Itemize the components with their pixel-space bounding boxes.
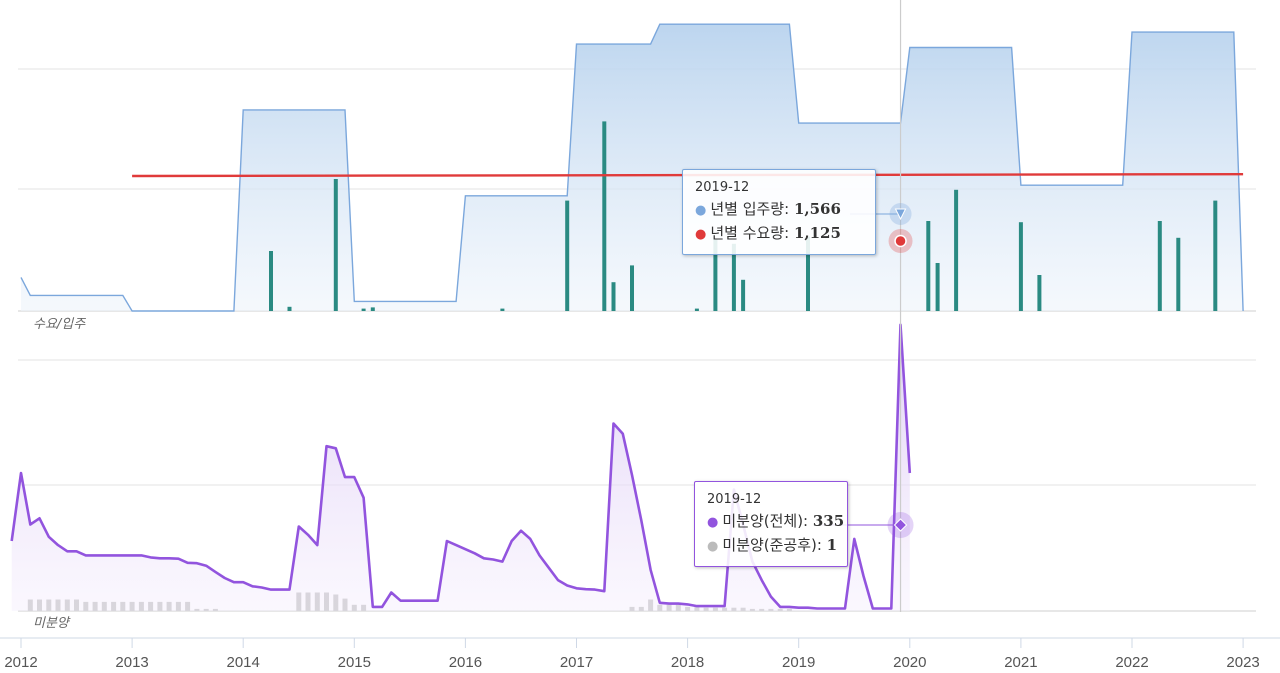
tooltip-value: 1 — [826, 536, 838, 554]
bar-monthly-supply — [731, 243, 736, 311]
bar-monthly-supply — [1176, 237, 1181, 311]
tooltip-date: 2019-12 — [695, 180, 750, 195]
x-axis-tick-label: 2021 — [1004, 654, 1037, 671]
x-axis-tick-label: 2014 — [227, 654, 260, 671]
tooltip-row-unsold-completed: ● 미분양(준공후): 1 — [707, 534, 838, 558]
area-annual-supply-line — [20, 23, 1244, 312]
bar-monthly-supply — [565, 200, 570, 311]
bar-monthly-supply — [287, 306, 292, 311]
tooltip-row-supply: ● 년별 입주량: 1,566 — [695, 198, 863, 222]
tooltip-unsold: 2019-12 ● 미분양(전체): 335 ● 미분양(준공후): 1 — [694, 481, 848, 567]
x-axis-tick-label: 2022 — [1115, 654, 1148, 671]
bar-monthly-supply — [1213, 200, 1218, 311]
bar-monthly-supply — [1018, 222, 1023, 311]
x-axis-tick-label: 2020 — [893, 654, 926, 671]
bar-monthly-supply — [630, 265, 634, 311]
series-dot-icon: ● — [695, 203, 707, 218]
tooltip-label: 미분양(전체): — [722, 512, 813, 530]
bar-monthly-supply — [694, 308, 699, 311]
bar-monthly-supply — [1037, 275, 1042, 311]
bar-monthly-supply — [370, 307, 375, 311]
area-unsold-total-line — [10, 323, 912, 610]
bar-monthly-supply — [611, 282, 616, 311]
bar-monthly-supply — [806, 236, 810, 311]
triangle-marker-icon — [894, 208, 907, 221]
bar-monthly-supply — [713, 239, 718, 311]
x-axis-tick-label: 2015 — [338, 654, 371, 671]
series-dot-icon: ● — [707, 515, 719, 530]
panel-label-supply: 수요/입주 — [33, 317, 86, 332]
tooltip-row-demand: ● 년별 수요량: 1,125 — [695, 222, 863, 246]
bar-monthly-supply — [602, 121, 607, 312]
bar-monthly-supply — [333, 179, 338, 311]
area-unsold-total-fill — [11, 324, 910, 611]
tooltip-label: 년별 수요량: — [710, 224, 794, 242]
panel-label-unsold: 미분양 — [33, 616, 71, 631]
x-axis-tick-label: 2023 — [1226, 654, 1259, 671]
x-axis-tick-label: 2013 — [115, 654, 148, 671]
tooltip-value: 335 — [812, 512, 845, 530]
area-annual-supply-fill — [21, 24, 1244, 311]
tooltip-label: 년별 입주량: — [710, 200, 794, 218]
tooltip-date: 2019-12 — [707, 492, 762, 507]
bar-monthly-supply — [269, 251, 273, 311]
tooltip-value: 1,125 — [793, 224, 841, 242]
series-dot-icon: ● — [707, 539, 719, 554]
bar-monthly-supply — [954, 189, 959, 311]
circle-marker-icon — [894, 234, 907, 248]
diamond-marker-icon — [893, 518, 908, 532]
x-axis-tick-label: 2018 — [671, 654, 704, 671]
series-dot-icon: ● — [695, 227, 707, 242]
x-axis-tick-label: 2019 — [782, 654, 815, 671]
bar-monthly-supply — [500, 308, 505, 311]
bar-monthly-supply — [1157, 221, 1162, 311]
x-axis-tick-label: 2012 — [4, 654, 37, 671]
bar-monthly-supply — [361, 308, 366, 311]
x-axis-tick-label: 2016 — [449, 654, 482, 671]
tooltip-label: 미분양(준공후): — [722, 536, 827, 554]
bar-monthly-supply — [926, 221, 931, 311]
tooltip-supply-demand: 2019-12 ● 년별 입주량: 1,566 ● 년별 수요량: 1,125 — [682, 169, 876, 255]
bar-monthly-supply — [741, 279, 746, 311]
x-axis-tick-label: 2017 — [560, 654, 593, 671]
tooltip-row-unsold-total: ● 미분양(전체): 335 — [707, 510, 844, 534]
tooltip-value: 1,566 — [793, 200, 841, 218]
bar-monthly-supply — [935, 263, 940, 311]
